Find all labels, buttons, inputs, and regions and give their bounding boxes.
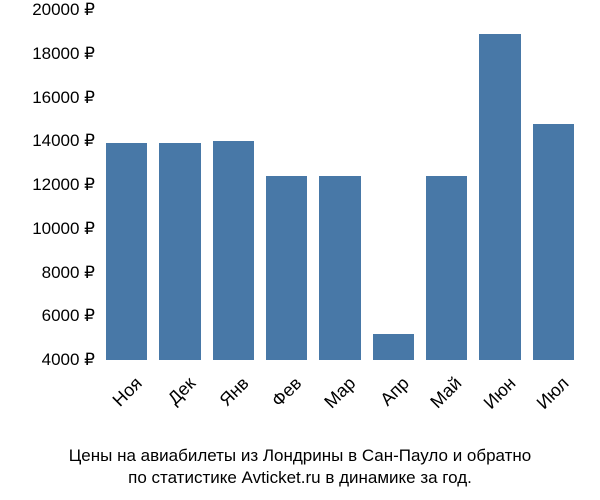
x-tick-label: Ноя xyxy=(109,373,147,411)
x-tick-label: Мар xyxy=(320,373,360,413)
x-tick-label: Июн xyxy=(479,373,520,414)
y-tick-label: 6000 ₽ xyxy=(42,306,95,326)
bar xyxy=(266,176,308,360)
bars-group xyxy=(100,10,580,360)
bar xyxy=(213,141,255,360)
x-axis: Ноя Дек Янв Фев Мар Апр Май Июн Июл xyxy=(100,365,580,435)
y-tick-label: 4000 ₽ xyxy=(42,350,95,370)
x-tick-label: Фев xyxy=(268,373,306,411)
bar xyxy=(479,34,521,360)
bar xyxy=(533,124,575,360)
bar xyxy=(373,334,415,360)
y-tick-label: 12000 ₽ xyxy=(32,175,95,195)
y-tick-label: 10000 ₽ xyxy=(32,219,95,239)
bar xyxy=(319,176,361,360)
x-tick-label: Май xyxy=(427,373,467,413)
y-tick-label: 16000 ₽ xyxy=(32,88,95,108)
plot-area xyxy=(100,10,580,360)
chart-caption: Цены на авиабилеты из Лондрины в Сан-Пау… xyxy=(0,445,600,489)
price-chart: 4000 ₽ 6000 ₽ 8000 ₽ 10000 ₽ 12000 ₽ 14000 ₽ 1… xyxy=(0,0,600,500)
x-tick-label: Янв xyxy=(215,373,253,411)
caption-line-2: по статистике Avticket.ru в динамике за … xyxy=(0,467,600,489)
y-tick-label: 20000 ₽ xyxy=(32,0,95,20)
caption-line-1: Цены на авиабилеты из Лондрины в Сан-Пау… xyxy=(0,445,600,467)
y-axis: 4000 ₽6000 ₽8000 ₽10000 ₽12000 ₽14000 ₽1… xyxy=(0,10,95,360)
x-tick-label: Апр xyxy=(376,373,413,410)
bar xyxy=(426,176,468,360)
x-tick-label: Дек xyxy=(164,373,200,409)
bar xyxy=(106,143,148,360)
y-tick-label: 8000 ₽ xyxy=(42,263,95,283)
y-tick-label: 14000 ₽ xyxy=(32,131,95,151)
y-tick-label: 18000 ₽ xyxy=(32,44,95,64)
x-tick-label: Июл xyxy=(533,373,574,414)
bar xyxy=(159,143,201,360)
